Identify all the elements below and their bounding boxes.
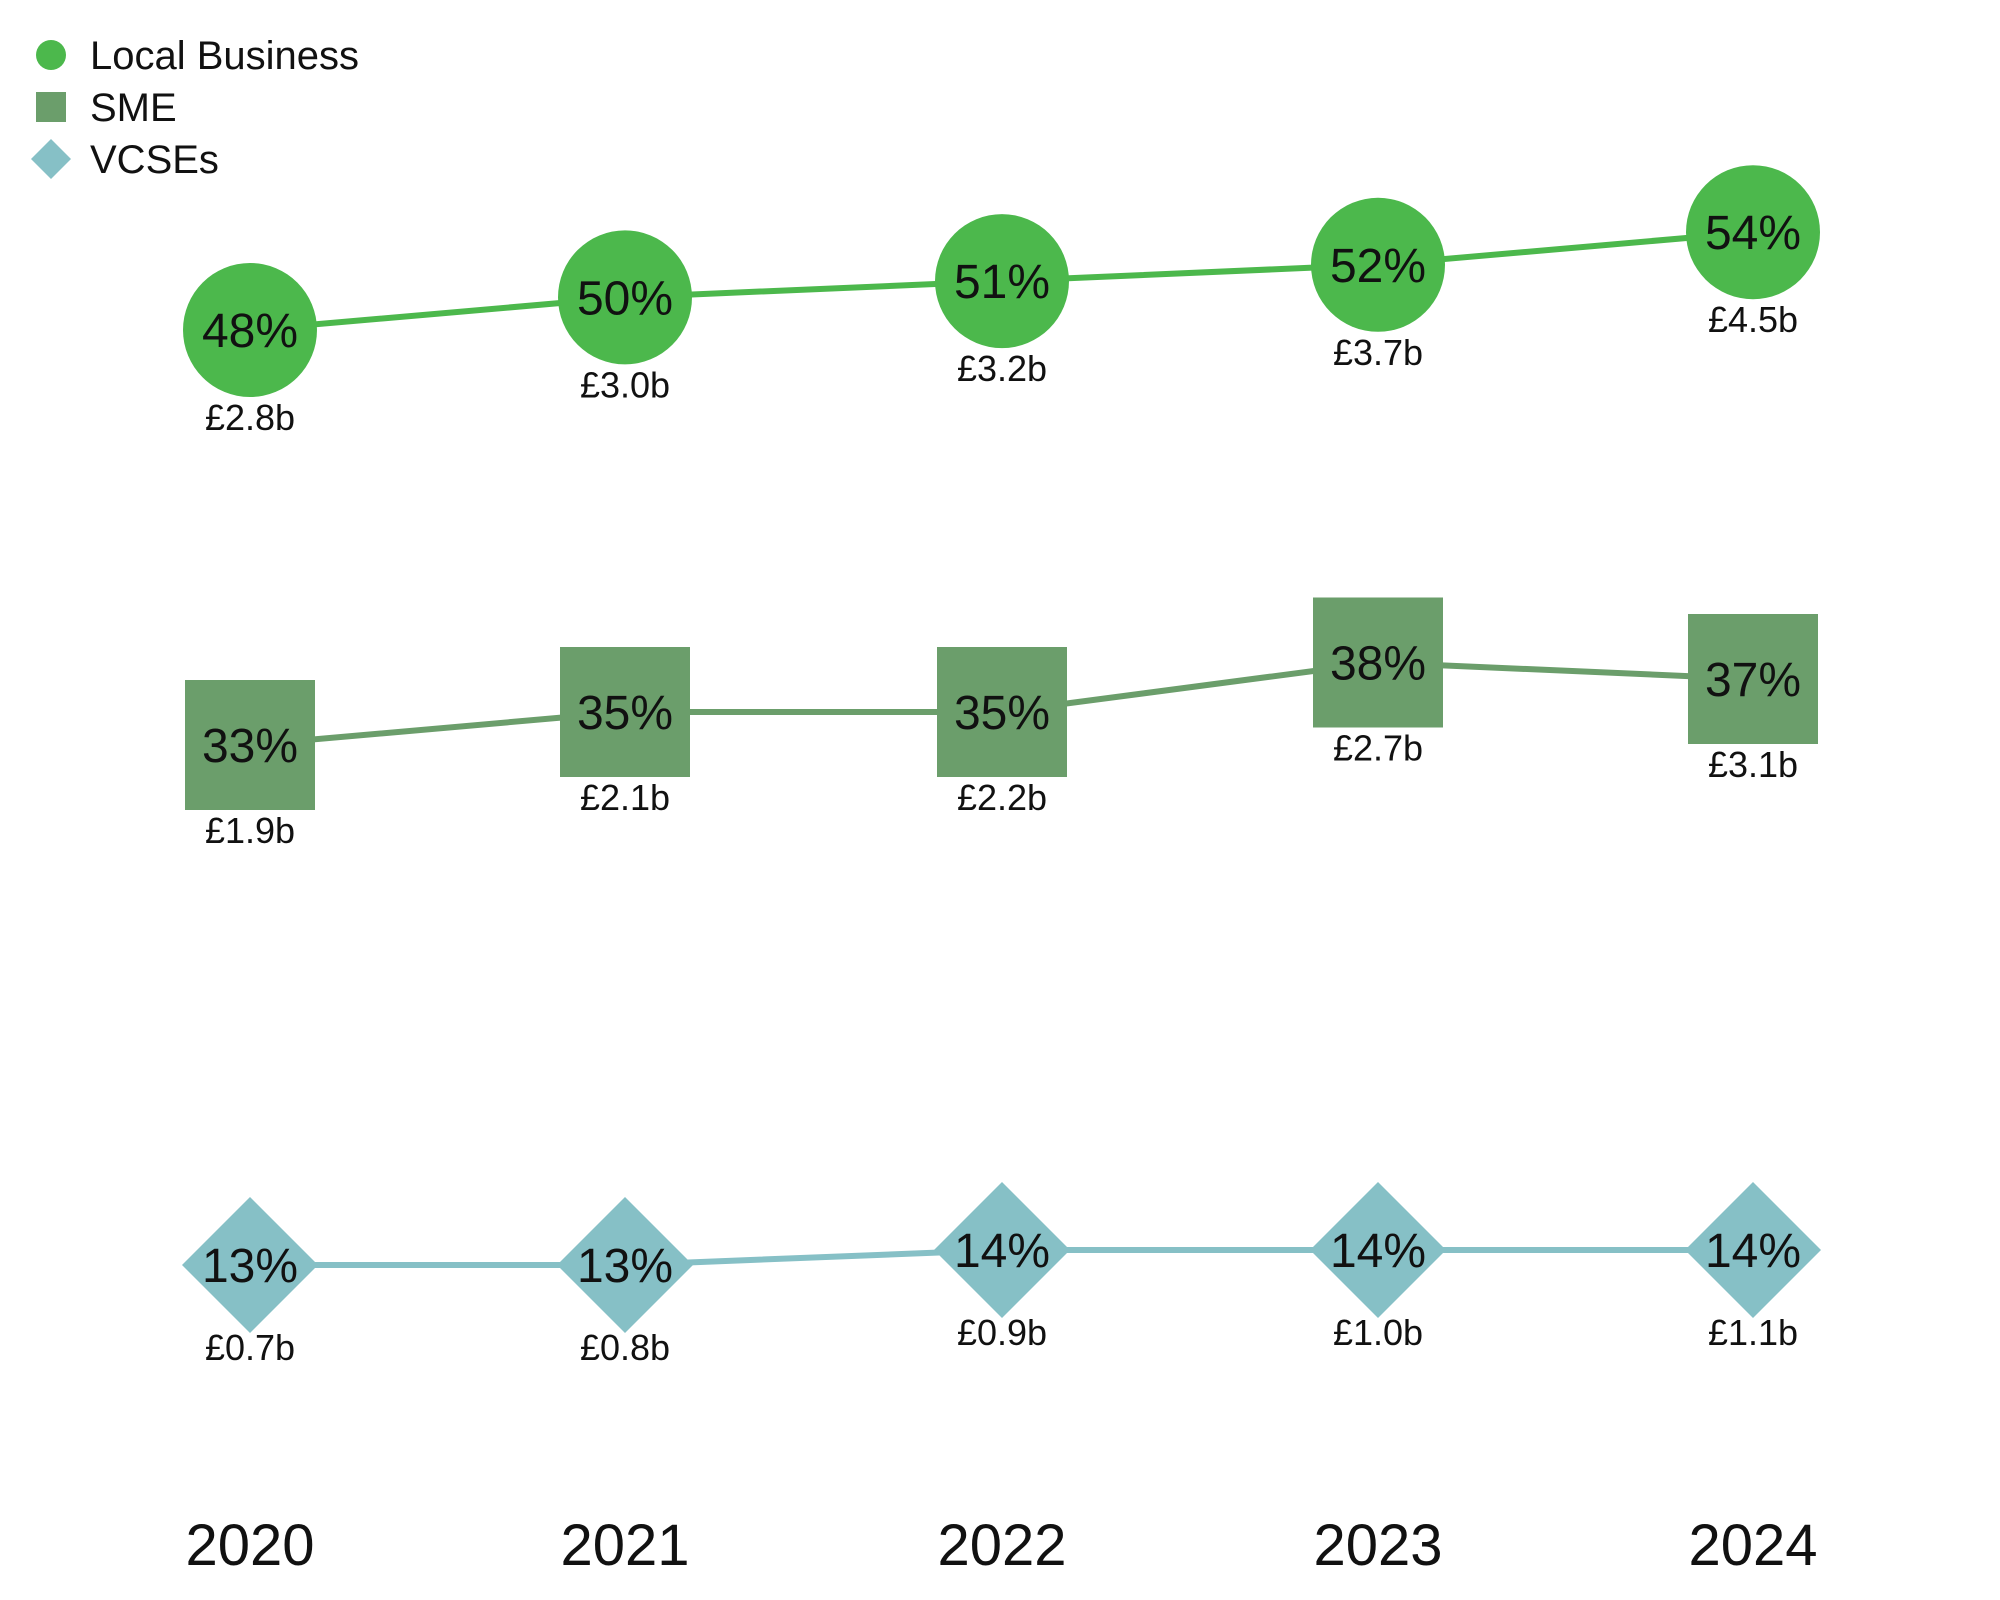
x-tick-label: 2021 — [560, 1513, 689, 1578]
data-point-circle — [558, 230, 692, 365]
data-label-percent: 50% — [577, 272, 673, 325]
data-label-percent: 38% — [1330, 638, 1426, 691]
x-tick-label: 2022 — [937, 1513, 1066, 1578]
data-label-amount: £0.9b — [957, 1312, 1047, 1353]
series-layer: 48% £2.8b 50% £3.0b 51% £3.2b 52% £3.7b 54% £4.5b… — [182, 165, 1821, 1368]
data-label-amount: £3.0b — [580, 364, 670, 405]
data-point-circle — [935, 214, 1069, 349]
data-label-percent: 14% — [954, 1225, 1050, 1278]
data-point-diamond — [557, 1197, 693, 1333]
data-point-diamond — [934, 1182, 1070, 1318]
data-label-percent: 37% — [1705, 654, 1801, 707]
data-label-amount: £1.9b — [205, 810, 295, 851]
data-label-percent: 35% — [577, 687, 673, 740]
data-point-circle — [1686, 165, 1820, 300]
legend-label: SME — [90, 86, 177, 130]
data-point-diamond — [1685, 1182, 1821, 1318]
x-tick-label: 2020 — [185, 1513, 314, 1578]
data-label-percent: 14% — [1330, 1225, 1426, 1278]
legend-label: Local Business — [90, 34, 359, 78]
data-label-percent: 54% — [1705, 207, 1801, 260]
data-label-amount: £0.7b — [205, 1327, 295, 1368]
series-local-business: 48% £2.8b 50% £3.0b 51% £3.2b 52% £3.7b 54% £4.5b — [183, 165, 1820, 438]
data-point-square — [560, 647, 690, 777]
legend-item-vcses: VCSEs — [31, 138, 219, 182]
data-label-percent: 51% — [954, 256, 1050, 309]
x-axis: 2020 2021 2022 2023 2024 — [185, 1513, 1817, 1578]
data-label-percent: 13% — [577, 1240, 673, 1293]
data-label-amount: £3.7b — [1333, 332, 1423, 373]
data-label-amount: £3.1b — [1708, 744, 1798, 785]
data-label-amount: £4.5b — [1708, 299, 1798, 340]
data-label-percent: 33% — [202, 720, 298, 773]
legend-marker-diamond — [31, 139, 71, 179]
data-label-amount: £2.7b — [1333, 728, 1423, 769]
data-label-percent: 14% — [1705, 1225, 1801, 1278]
data-label-percent: 35% — [954, 687, 1050, 740]
data-label-amount: £0.8b — [580, 1327, 670, 1368]
data-label-amount: £3.2b — [957, 348, 1047, 389]
data-point-diamond — [1310, 1182, 1446, 1318]
data-point-circle — [183, 263, 317, 397]
legend-marker-circle — [36, 40, 66, 70]
data-point-square — [937, 647, 1067, 777]
data-point-square — [1688, 614, 1818, 744]
data-label-amount: £1.1b — [1708, 1312, 1798, 1353]
data-label-amount: £2.8b — [205, 397, 295, 438]
data-label-amount: £1.0b — [1333, 1312, 1423, 1353]
series-sme: 33% £1.9b 35% £2.1b 35% £2.2b 38% £2.7b 37% £3.1b — [185, 597, 1818, 851]
data-label-percent: 52% — [1330, 240, 1426, 293]
legend-item-sme: SME — [36, 86, 177, 130]
x-tick-label: 2024 — [1688, 1513, 1817, 1578]
data-point-circle — [1311, 197, 1445, 332]
data-label-percent: 48% — [202, 305, 298, 358]
series-vcses: 13% £0.7b 13% £0.8b 14% £0.9b 14% £1.0b 14% £1.1b — [182, 1182, 1821, 1368]
x-tick-label: 2023 — [1313, 1513, 1442, 1578]
legend-item-local-business: Local Business — [36, 34, 359, 78]
data-label-percent: 13% — [202, 1240, 298, 1293]
data-label-amount: £2.1b — [580, 777, 670, 818]
legend-marker-square — [36, 92, 66, 122]
data-point-square — [1313, 597, 1443, 728]
legend-label: VCSEs — [90, 138, 219, 182]
data-point-diamond — [182, 1197, 318, 1333]
legend: Local Business SME VCSEs — [31, 34, 359, 182]
data-point-square — [185, 680, 315, 810]
data-label-amount: £2.2b — [957, 777, 1047, 818]
